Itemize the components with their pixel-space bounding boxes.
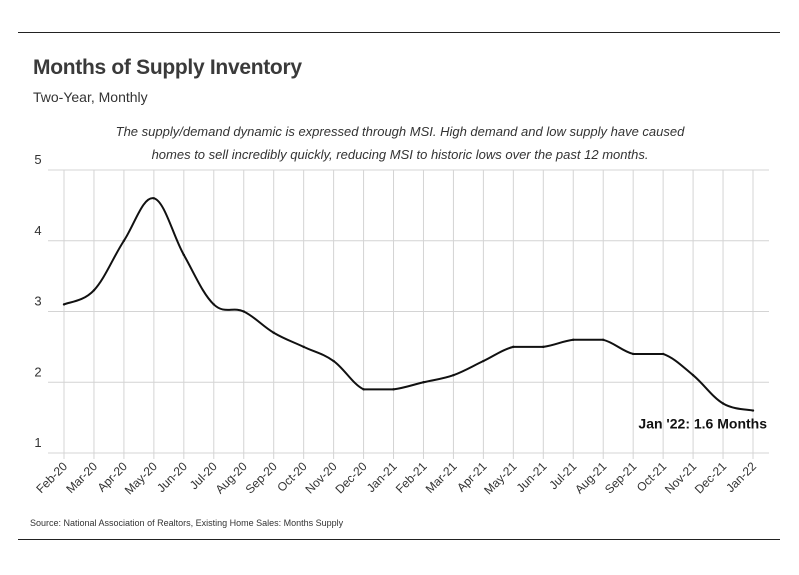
end-value-label: Jan '22: 1.6 Months (638, 416, 767, 432)
data-point (512, 345, 515, 349)
series-line (63, 197, 754, 412)
data-point (602, 338, 605, 341)
data-point (482, 359, 485, 363)
y-tick-label: 5 (34, 152, 41, 167)
x-tick-label: Aug-21 (572, 459, 609, 496)
data-point (152, 197, 156, 200)
x-tick-label: Feb-20 (33, 459, 70, 496)
data-point (572, 338, 575, 341)
data-point (631, 352, 635, 356)
bottom-rule (18, 539, 780, 540)
y-tick-label: 4 (34, 223, 41, 238)
x-tick-label: Feb-21 (393, 459, 430, 496)
data-point (302, 345, 305, 349)
x-tick-label: Dec-21 (692, 459, 729, 496)
data-point (92, 289, 96, 292)
chart-annotation: The supply/demand dynamic is expressed t… (115, 124, 685, 162)
data-point (422, 381, 425, 384)
data-point (691, 373, 695, 377)
data-point (272, 331, 275, 334)
x-tick-label: Nov-21 (662, 459, 699, 496)
x-tick-label: Dec-20 (332, 459, 369, 496)
data-point (62, 303, 66, 306)
data-point (362, 388, 365, 391)
x-tick-label: Jan-22 (723, 459, 759, 495)
x-tick-label: May-20 (122, 459, 160, 497)
x-tick-label: May-21 (481, 459, 519, 497)
x-tick-label: Sep-21 (602, 459, 639, 496)
x-tick-label: Jun-20 (154, 459, 190, 495)
data-point (542, 345, 545, 349)
x-tick-label: Sep-20 (243, 459, 280, 496)
y-tick-label: 1 (34, 435, 41, 450)
data-point (392, 388, 395, 391)
y-tick-label: 2 (34, 364, 41, 379)
chart-subtitle: Two-Year, Monthly (33, 89, 148, 105)
data-point (332, 359, 335, 363)
data-point (212, 303, 215, 306)
data-point (122, 239, 126, 242)
x-tick-label: Mar-21 (423, 459, 460, 496)
x-tick-label: Jun-21 (514, 459, 550, 495)
data-point (182, 253, 186, 257)
data-point (721, 402, 725, 405)
data-point (452, 373, 455, 377)
data-point (751, 409, 755, 412)
x-tick-label: Jan-21 (364, 459, 400, 495)
source-note: Source: National Association of Realtors… (30, 518, 344, 528)
data-point (661, 352, 665, 356)
chart-title: Months of Supply Inventory (33, 56, 302, 79)
top-rule (18, 32, 780, 33)
data-point (242, 310, 245, 313)
x-tick-label: Nov-20 (302, 459, 339, 496)
x-tick-label: Mar-20 (63, 459, 100, 496)
x-tick-label: Aug-20 (213, 459, 250, 496)
y-tick-label: 3 (34, 294, 41, 309)
